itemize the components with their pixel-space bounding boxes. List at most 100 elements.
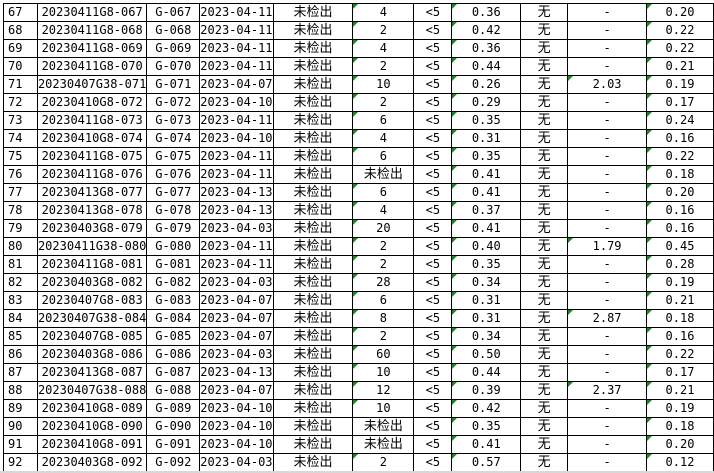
cell-result-k[interactable]: 0.22 bbox=[646, 147, 714, 166]
cell-result-f[interactable]: 2 bbox=[352, 255, 415, 274]
cell-sample-code[interactable]: G-073 bbox=[146, 111, 201, 130]
cell-result-i[interactable]: 无 bbox=[520, 435, 569, 454]
cell-result-k[interactable]: 0.18 bbox=[646, 417, 714, 436]
cell-date[interactable]: 2023-04-10 bbox=[199, 399, 274, 418]
cell-result-e[interactable]: 未检出 bbox=[272, 201, 354, 220]
cell-date[interactable]: 2023-04-10 bbox=[199, 129, 274, 148]
cell-result-k[interactable]: 0.19 bbox=[646, 273, 714, 292]
cell-result-j[interactable]: 2.37 bbox=[567, 381, 648, 400]
cell-row-number[interactable]: 88 bbox=[3, 381, 38, 400]
cell-date[interactable]: 2023-04-11 bbox=[199, 165, 274, 184]
cell-result-e[interactable]: 未检出 bbox=[272, 93, 354, 112]
cell-date[interactable]: 2023-04-11 bbox=[199, 21, 274, 40]
cell-result-h[interactable]: 0.35 bbox=[451, 147, 522, 166]
cell-result-h[interactable]: 0.37 bbox=[451, 201, 522, 220]
cell-result-e[interactable]: 未检出 bbox=[272, 237, 354, 256]
cell-sample-code[interactable]: G-088 bbox=[146, 381, 201, 400]
cell-row-number[interactable]: 67 bbox=[3, 3, 38, 22]
cell-result-j[interactable]: 2.03 bbox=[567, 75, 648, 94]
cell-date[interactable]: 2023-04-03 bbox=[199, 273, 274, 292]
cell-sample-id[interactable]: 20230410G8-091 bbox=[36, 435, 148, 454]
cell-date[interactable]: 2023-04-13 bbox=[199, 201, 274, 220]
cell-result-k[interactable]: 0.24 bbox=[646, 111, 714, 130]
cell-date[interactable]: 2023-04-11 bbox=[199, 57, 274, 76]
cell-result-i[interactable]: 无 bbox=[520, 255, 569, 274]
cell-sample-id[interactable]: 20230403G8-082 bbox=[36, 273, 148, 292]
cell-result-i[interactable]: 无 bbox=[520, 291, 569, 310]
cell-result-f[interactable]: 8 bbox=[352, 309, 415, 328]
cell-result-i[interactable]: 无 bbox=[520, 345, 569, 364]
cell-row-number[interactable]: 83 bbox=[3, 291, 38, 310]
cell-row-number[interactable]: 72 bbox=[3, 93, 38, 112]
cell-result-j[interactable]: - bbox=[567, 201, 648, 220]
cell-result-j[interactable]: - bbox=[567, 417, 648, 436]
cell-result-h[interactable]: 0.26 bbox=[451, 75, 522, 94]
cell-sample-id[interactable]: 20230411G8-068 bbox=[36, 21, 148, 40]
cell-result-j[interactable]: - bbox=[567, 111, 648, 130]
cell-result-h[interactable]: 0.31 bbox=[451, 129, 522, 148]
cell-date[interactable]: 2023-04-07 bbox=[199, 309, 274, 328]
cell-row-number[interactable]: 79 bbox=[3, 219, 38, 238]
cell-result-j[interactable]: - bbox=[567, 183, 648, 202]
cell-sample-id[interactable]: 20230411G8-069 bbox=[36, 39, 148, 58]
cell-result-g[interactable]: <5 bbox=[413, 57, 453, 76]
cell-result-i[interactable]: 无 bbox=[520, 273, 569, 292]
cell-result-j[interactable]: - bbox=[567, 255, 648, 274]
cell-date[interactable]: 2023-04-10 bbox=[199, 417, 274, 436]
cell-sample-id[interactable]: 20230411G8-081 bbox=[36, 255, 148, 274]
cell-date[interactable]: 2023-04-07 bbox=[199, 75, 274, 94]
cell-row-number[interactable]: 68 bbox=[3, 21, 38, 40]
cell-result-e[interactable]: 未检出 bbox=[272, 399, 354, 418]
cell-result-g[interactable]: <5 bbox=[413, 75, 453, 94]
cell-row-number[interactable]: 71 bbox=[3, 75, 38, 94]
cell-result-k[interactable]: 0.16 bbox=[646, 327, 714, 346]
cell-result-h[interactable]: 0.35 bbox=[451, 255, 522, 274]
cell-result-i[interactable]: 无 bbox=[520, 111, 569, 130]
cell-result-e[interactable]: 未检出 bbox=[272, 21, 354, 40]
cell-result-h[interactable]: 0.42 bbox=[451, 399, 522, 418]
cell-result-j[interactable]: - bbox=[567, 435, 648, 454]
cell-result-k[interactable]: 0.22 bbox=[646, 21, 714, 40]
cell-result-f[interactable]: 4 bbox=[352, 129, 415, 148]
cell-row-number[interactable]: 84 bbox=[3, 309, 38, 328]
cell-result-h[interactable]: 0.34 bbox=[451, 327, 522, 346]
cell-result-h[interactable]: 0.41 bbox=[451, 183, 522, 202]
cell-date[interactable]: 2023-04-11 bbox=[199, 111, 274, 130]
cell-result-i[interactable]: 无 bbox=[520, 183, 569, 202]
cell-result-i[interactable]: 无 bbox=[520, 237, 569, 256]
cell-result-g[interactable]: <5 bbox=[413, 237, 453, 256]
cell-sample-id[interactable]: 20230407G8-083 bbox=[36, 291, 148, 310]
cell-sample-code[interactable]: G-083 bbox=[146, 291, 201, 310]
cell-sample-id[interactable]: 20230411G8-075 bbox=[36, 147, 148, 166]
cell-result-e[interactable]: 未检出 bbox=[272, 129, 354, 148]
cell-result-h[interactable]: 0.29 bbox=[451, 93, 522, 112]
cell-result-f[interactable]: 6 bbox=[352, 291, 415, 310]
cell-result-j[interactable]: - bbox=[567, 57, 648, 76]
cell-result-f[interactable]: 未检出 bbox=[352, 165, 415, 184]
cell-result-k[interactable]: 0.17 bbox=[646, 363, 714, 382]
cell-date[interactable]: 2023-04-13 bbox=[199, 183, 274, 202]
cell-result-j[interactable]: - bbox=[567, 327, 648, 346]
cell-sample-code[interactable]: G-089 bbox=[146, 399, 201, 418]
cell-result-k[interactable]: 0.21 bbox=[646, 291, 714, 310]
cell-result-f[interactable]: 12 bbox=[352, 381, 415, 400]
cell-result-i[interactable]: 无 bbox=[520, 165, 569, 184]
cell-row-number[interactable]: 80 bbox=[3, 237, 38, 256]
cell-sample-code[interactable]: G-091 bbox=[146, 435, 201, 454]
cell-result-j[interactable]: - bbox=[567, 291, 648, 310]
cell-result-k[interactable]: 0.16 bbox=[646, 129, 714, 148]
cell-sample-id[interactable]: 20230411G8-073 bbox=[36, 111, 148, 130]
cell-row-number[interactable]: 92 bbox=[3, 453, 38, 472]
cell-date[interactable]: 2023-04-13 bbox=[199, 363, 274, 382]
cell-sample-code[interactable]: G-075 bbox=[146, 147, 201, 166]
cell-result-j[interactable]: - bbox=[567, 21, 648, 40]
cell-result-f[interactable]: 20 bbox=[352, 219, 415, 238]
cell-result-f[interactable]: 2 bbox=[352, 21, 415, 40]
cell-sample-id[interactable]: 20230413G8-078 bbox=[36, 201, 148, 220]
cell-sample-code[interactable]: G-067 bbox=[146, 3, 201, 22]
cell-result-i[interactable]: 无 bbox=[520, 363, 569, 382]
cell-sample-code[interactable]: G-081 bbox=[146, 255, 201, 274]
cell-result-e[interactable]: 未检出 bbox=[272, 165, 354, 184]
cell-result-j[interactable]: - bbox=[567, 345, 648, 364]
cell-result-e[interactable]: 未检出 bbox=[272, 417, 354, 436]
